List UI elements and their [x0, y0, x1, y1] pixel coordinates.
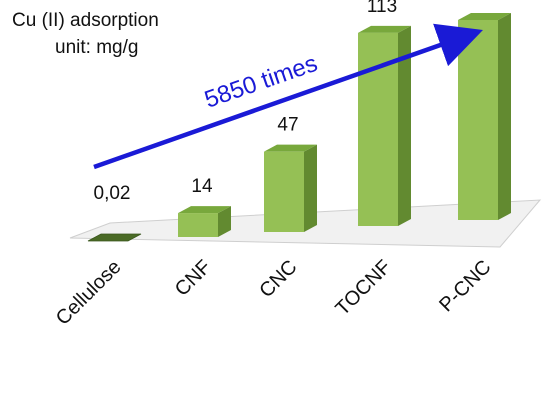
- bar-p-cnc: [458, 13, 511, 220]
- category-label-cellulose: Cellulose: [52, 256, 126, 330]
- value-label-cnc: 47: [277, 115, 298, 136]
- bar-cnf: [178, 206, 231, 237]
- category-label-cnf: CNF: [171, 256, 216, 301]
- bar-cellulose: [87, 233, 142, 242]
- category-label-cnc: CNC: [255, 256, 301, 302]
- category-labels-group: Cellulose CNF CNC TOCNF P-CNC: [52, 256, 496, 330]
- annotation-label: 5850 times: [201, 50, 321, 114]
- chart-title-line-2: unit: mg/g: [55, 37, 139, 58]
- category-label-p-cnc: P-CNC: [435, 256, 495, 316]
- category-label-tocnf: TOCNF: [332, 256, 396, 320]
- value-label-p-cnc: 117: [467, 0, 497, 4]
- chart-title-line-1: Cu (II) adsorption: [12, 10, 159, 31]
- bar-cnc: [264, 144, 317, 232]
- value-label-cnf: 14: [191, 176, 213, 197]
- value-labels-group: 0,02 14 47 113 117: [94, 0, 498, 204]
- trend-arrow: [93, 23, 483, 170]
- value-label-cellulose: 0,02: [94, 183, 131, 204]
- value-label-tocnf: 113: [367, 0, 397, 17]
